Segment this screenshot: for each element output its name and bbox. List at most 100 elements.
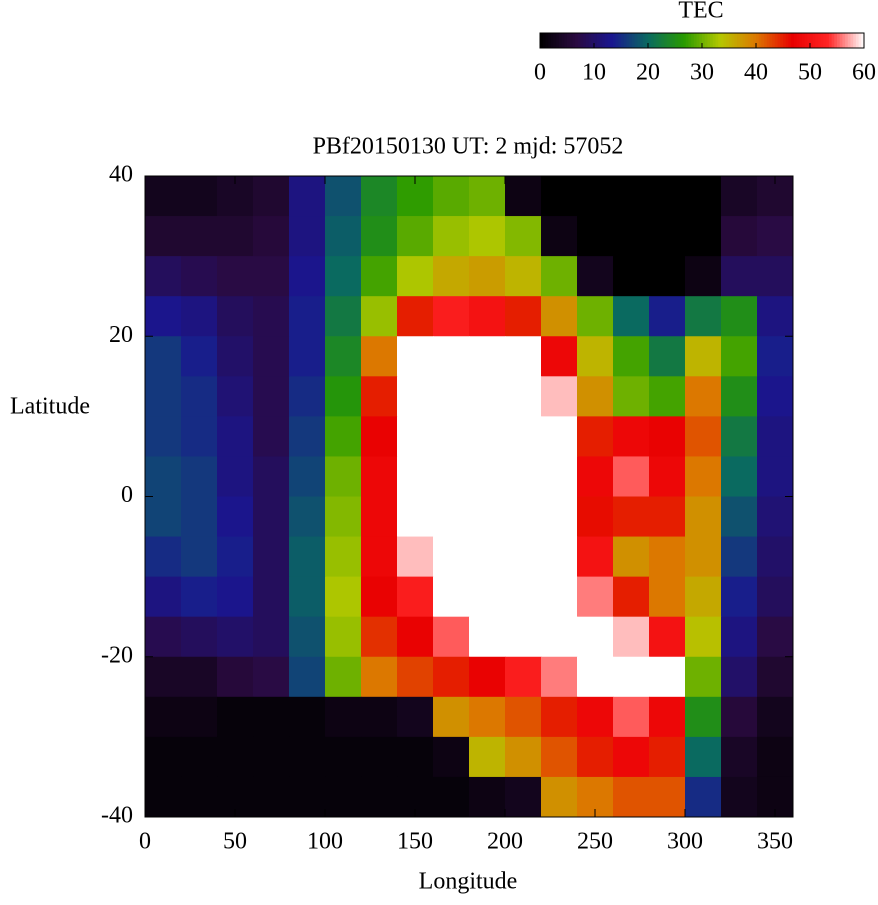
heatmap-cell (721, 576, 758, 618)
heatmap-cell (685, 456, 722, 497)
colorbar-swatch (788, 33, 792, 48)
heatmap-cell (649, 496, 686, 538)
y-tick-label: -20 (101, 642, 133, 668)
colorbar-swatch (650, 33, 654, 48)
x-tick-label: 100 (307, 829, 343, 855)
colorbar-swatch (861, 33, 865, 48)
colorbar-swatch (618, 33, 622, 48)
heatmap-cell (613, 296, 650, 337)
heatmap-cell (541, 216, 578, 257)
heatmap-cell (613, 656, 650, 698)
heatmap-cell (361, 536, 398, 578)
colorbar-swatch (540, 33, 544, 48)
heatmap-cell (469, 176, 506, 217)
colorbar-swatch (745, 33, 749, 48)
colorbar-swatch (742, 33, 746, 48)
colorbar-swatch (702, 33, 706, 48)
heatmap-cell (541, 656, 578, 698)
heatmap-cell (397, 216, 434, 257)
heatmap-cell (181, 616, 218, 658)
colorbar-swatch (847, 33, 852, 48)
heatmap-cell (433, 656, 470, 698)
heatmap-cell (397, 696, 434, 738)
heatmap-cell (613, 456, 650, 497)
colorbar-swatch (680, 33, 684, 48)
colorbar-swatch (845, 33, 849, 48)
heatmap-cell (181, 336, 218, 377)
heatmap-cell (289, 576, 326, 618)
colorbar-swatch (610, 33, 614, 48)
colorbar-swatch (761, 33, 765, 48)
heatmap-cell (325, 296, 362, 337)
heatmap-cell (685, 416, 722, 457)
heatmap-cell (577, 336, 614, 377)
heatmap-cell (253, 376, 290, 417)
heatmap-cell (253, 776, 290, 818)
heatmap-cell (577, 496, 614, 538)
colorbar-swatch (623, 33, 627, 48)
heatmap-cell (685, 296, 722, 337)
colorbar-swatch (699, 33, 703, 48)
heatmap-cell (613, 216, 650, 257)
heatmap-cell (721, 336, 758, 377)
heatmap-cell (433, 296, 470, 337)
colorbar-swatch (731, 33, 735, 48)
colorbar-swatch (774, 33, 779, 48)
heatmap-cell (289, 376, 326, 417)
heatmap-cell (433, 336, 470, 377)
heatmap-cell (181, 376, 218, 417)
colorbar-swatch (583, 33, 587, 48)
heatmap-cell (469, 456, 506, 497)
chart-title: PBf20150130 UT: 2 mjd: 57052 (313, 134, 624, 160)
heatmap-cell (505, 736, 542, 778)
colorbar-swatch (729, 33, 733, 48)
colorbar-swatch (696, 33, 700, 48)
colorbar-swatch (710, 33, 714, 48)
colorbar-swatch (858, 33, 862, 48)
heatmap-cell (361, 256, 398, 297)
heatmap-cell (469, 336, 506, 377)
y-tick-label: 40 (109, 162, 133, 188)
colorbar-swatch (591, 33, 595, 48)
heatmap-cell (181, 536, 218, 578)
heatmap-cell (685, 216, 722, 257)
heatmap-cell (181, 576, 218, 618)
colorbar-swatch (791, 33, 795, 48)
heatmap-cell (541, 256, 578, 297)
heatmap-cell (289, 216, 326, 257)
colorbar-swatch (658, 33, 663, 48)
heatmap-cell (145, 176, 182, 217)
colorbar-swatch (648, 33, 652, 48)
heatmap-cell (469, 376, 506, 417)
heatmap-cell (469, 536, 506, 578)
colorbar-swatch (801, 33, 806, 48)
heatmap-cell (649, 576, 686, 618)
heatmap-cell (325, 176, 362, 217)
heatmap-cell (505, 696, 542, 738)
heatmap-cell (217, 376, 254, 417)
colorbar-swatch (750, 33, 754, 48)
heatmap-cell (613, 616, 650, 658)
heatmap-cell (577, 256, 614, 297)
heatmap-cell (289, 536, 326, 578)
heatmap-cell (181, 416, 218, 457)
heatmap-cell (649, 176, 686, 217)
heatmap-cell (217, 496, 254, 538)
heatmap-cell (253, 496, 290, 538)
colorbar-swatch (596, 33, 600, 48)
heatmap-cell (649, 256, 686, 297)
heatmap-cell (757, 256, 794, 297)
heatmap-cell (613, 176, 650, 217)
colorbar-swatch (639, 33, 644, 48)
heatmap-cell (253, 656, 290, 698)
heatmap-cell (757, 496, 794, 538)
heatmap-cell (721, 536, 758, 578)
heatmap-cell (721, 656, 758, 698)
colorbar-swatch (672, 33, 676, 48)
heatmap-cell (253, 296, 290, 337)
heatmap-cell (685, 536, 722, 578)
heatmap-cell (685, 376, 722, 417)
heatmap-cell (253, 416, 290, 457)
colorbar-swatch (820, 33, 825, 48)
heatmap-cell (469, 616, 506, 658)
